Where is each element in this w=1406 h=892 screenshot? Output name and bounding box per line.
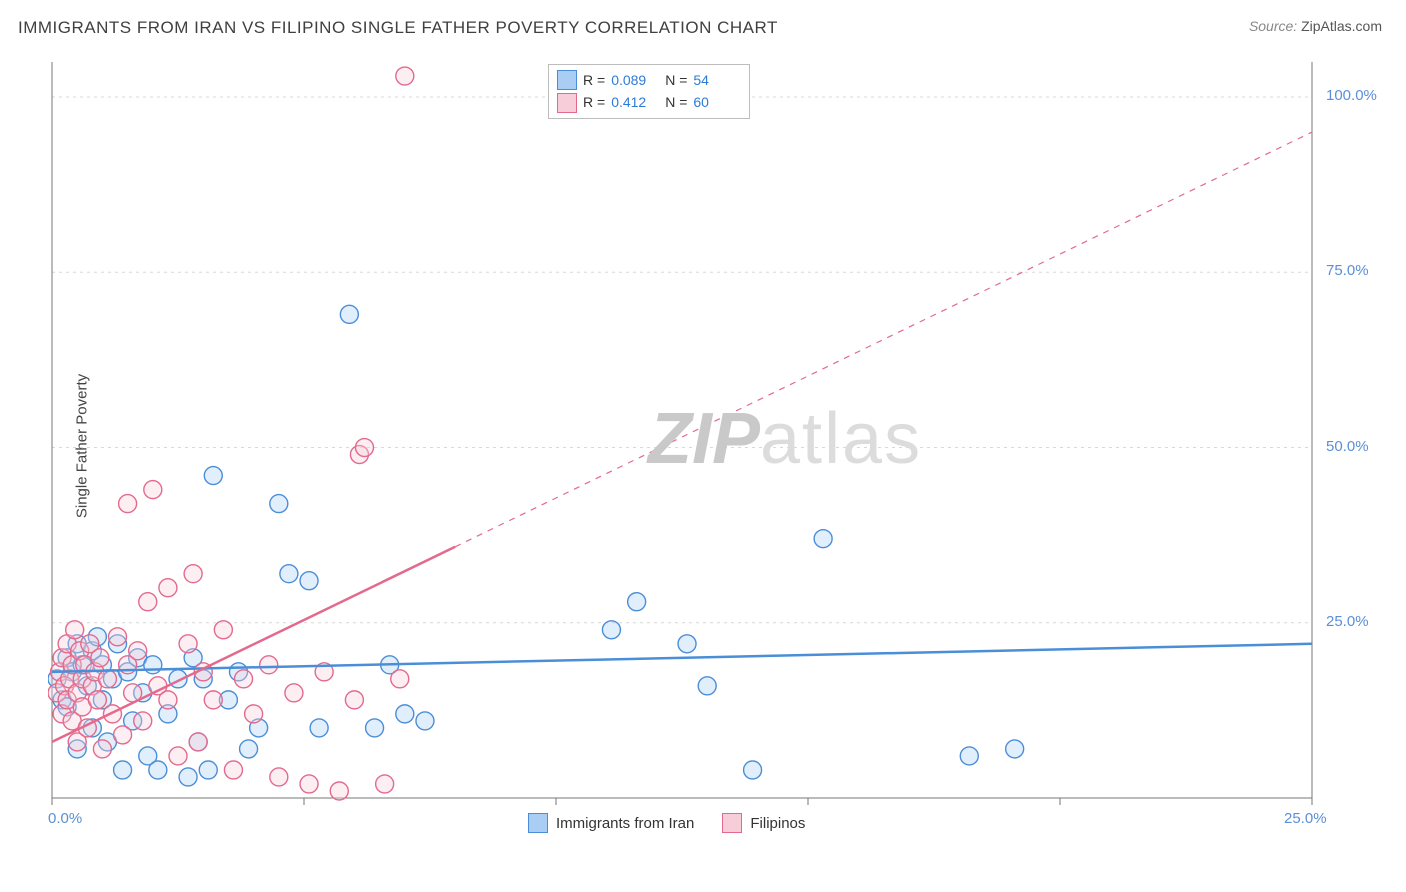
n-value-filipino: 60 xyxy=(693,91,741,113)
legend-item-iran: Immigrants from Iran xyxy=(528,813,694,833)
n-value-iran: 54 xyxy=(693,69,741,91)
swatch-iran xyxy=(557,70,577,90)
scatter-chart-svg xyxy=(48,58,1388,838)
legend-item-filipino: Filipinos xyxy=(722,813,805,833)
x-tick-label: 25.0% xyxy=(1284,810,1327,827)
legend-label-filipino: Filipinos xyxy=(750,815,805,832)
n-label: N = xyxy=(665,69,687,91)
x-tick-label: 0.0% xyxy=(48,810,82,827)
n-label: N = xyxy=(665,91,687,113)
legend-label-iran: Immigrants from Iran xyxy=(556,815,694,832)
chart-source: Source: ZipAtlas.com xyxy=(1249,18,1382,34)
swatch-filipino xyxy=(557,93,577,113)
r-value-filipino: 0.412 xyxy=(611,91,659,113)
swatch-filipino xyxy=(722,813,742,833)
correlation-row-filipino: R = 0.412 N = 60 xyxy=(557,91,741,113)
chart-page: IMMIGRANTS FROM IRAN VS FILIPINO SINGLE … xyxy=(0,0,1406,892)
y-tick-label: 50.0% xyxy=(1326,438,1369,455)
y-tick-label: 100.0% xyxy=(1326,87,1377,104)
correlation-row-iran: R = 0.089 N = 54 xyxy=(557,69,741,91)
y-tick-label: 25.0% xyxy=(1326,613,1369,630)
r-label: R = xyxy=(583,91,605,113)
r-value-iran: 0.089 xyxy=(611,69,659,91)
r-label: R = xyxy=(583,69,605,91)
correlation-legend: R = 0.089 N = 54 R = 0.412 N = 60 xyxy=(548,64,750,119)
source-name: ZipAtlas.com xyxy=(1301,18,1382,34)
y-tick-label: 75.0% xyxy=(1326,262,1369,279)
chart-title: IMMIGRANTS FROM IRAN VS FILIPINO SINGLE … xyxy=(18,18,778,38)
swatch-iran xyxy=(528,813,548,833)
chart-area: ZIPatlas R = 0.089 N = 54 R = 0.412 N = … xyxy=(48,58,1388,838)
source-label: Source: xyxy=(1249,18,1297,34)
series-legend: Immigrants from Iran Filipinos xyxy=(528,813,805,833)
